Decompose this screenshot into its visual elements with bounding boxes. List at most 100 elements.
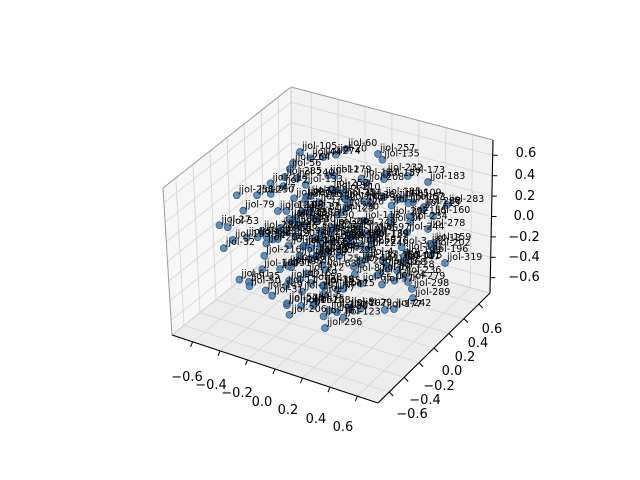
point-label: jjol-75 [314,294,344,305]
x-tick-mark [245,359,249,366]
scatter-point [316,227,324,235]
scatter-point [344,235,353,244]
grid-line [291,122,493,177]
tick-label-group: −0.6−0.4−0.20.00.20.40.6−0.6−0.4−0.20.00… [171,146,540,435]
x-tick-label: −0.4 [195,378,227,393]
scatter-point [258,265,267,274]
scatter-point [229,236,237,244]
point-label: jjol-46 [368,223,398,234]
point-label: jjol-252 [333,178,369,189]
point-label: jjol-236 [405,265,441,276]
point-label: jjol-18 [388,256,418,267]
point-label: jjol-42 [290,270,320,281]
point-label: jjol-149 [267,280,303,291]
scatter-point [374,150,382,158]
z-tick-label: 0.6 [516,146,537,161]
point-label: jjol-53 [229,216,259,227]
y-tick-label: −0.4 [409,393,441,408]
point-label: jjol-27 [221,214,251,225]
point-label: jjol-270 [330,300,366,311]
point-label: jjol-139 [372,229,408,240]
point-label: jjol-260 [360,235,396,246]
scatter-point [318,260,327,269]
scatter-point [298,287,306,296]
point-label: jjol-22 [321,237,351,248]
scatter-point [400,272,408,280]
scatter-point [424,178,432,186]
scatter-point [363,179,371,187]
point-label: jjol-191 [303,281,339,292]
point-label: jjol-143 [290,208,326,219]
point-label: jjol-4 [369,246,393,257]
scatter-point [325,306,333,315]
y-tick-label: 0.6 [482,322,503,337]
scatter-point [424,225,432,233]
scatter-point [345,303,354,312]
grid-line [416,120,420,274]
point-label: jjol-193 [234,229,270,240]
x-tick-label: 0.2 [278,403,299,418]
x-tick-label: −0.6 [171,370,203,385]
scatter-point [313,217,321,225]
scatter-point [397,243,406,251]
point-label: jjol-28 [334,231,364,242]
point-label: jjol-272 [282,217,318,228]
x-tick-mark [327,386,331,393]
scatter-point [293,174,302,183]
grid-line [291,162,492,217]
point-label: jjol-181 [325,305,361,316]
point-label: jjol-160 [434,205,470,216]
point-label: jjol-285 [286,166,322,177]
scatter-point [320,290,328,299]
point-label: jjol-244 [408,221,444,232]
axis-group [171,139,498,404]
x-tick-label: 0.0 [252,395,273,410]
scatter-point [351,270,359,278]
scatter-point [327,229,335,237]
point-label: jjol-2 [284,175,308,186]
point-label: jjol-196 [432,244,468,255]
point-label: jjol-64 [350,228,380,239]
scatter-point [403,172,412,180]
point-label: jjol-167 [323,224,359,235]
point-label: jjol-9 [350,297,374,308]
grid-line [167,162,292,262]
point-label: jjol-274 [324,146,360,157]
x-tick-label: 0.4 [306,412,327,427]
scatter-point [373,271,382,280]
scatter-point [297,208,306,216]
scatter-point [355,241,363,250]
scatter-point [375,229,383,237]
scatter-point [390,276,399,285]
point-label: jjol-157 [385,168,421,179]
z-tick-label: 0.0 [514,209,535,224]
point-label: jjol-220 [279,228,315,239]
scatter-point [404,199,413,207]
point-label: jjol-290 [340,245,376,256]
point-label: jjol-77 [325,283,355,294]
scatter-point [378,280,386,289]
point-label: jjol-135 [383,149,419,160]
scatter-point [306,192,315,201]
scatter-point [266,179,275,188]
box-edge [290,86,494,141]
point-label: jjol-163 [320,229,356,240]
point-label: jjol-81 [311,202,341,213]
point-label: jjol-262 [289,255,325,266]
point-label: jjol-33 [318,245,348,256]
point-label: jjol-113 [364,210,400,221]
scatter-point [279,182,288,190]
scatter-point [406,218,415,226]
point-label: jjol-169 [301,268,337,279]
grid-line [164,122,292,223]
y-tick-label: 0.2 [455,350,476,365]
scatter-point [282,207,291,215]
scatter-point [390,305,398,313]
scatter-point [404,278,412,286]
scatter-point [300,242,308,250]
scatter-point [313,251,322,260]
scatter-point [307,243,316,252]
point-label: jjol-282 [320,191,356,202]
scatter-point [285,241,293,250]
point-label: jjol-198 [287,200,323,211]
